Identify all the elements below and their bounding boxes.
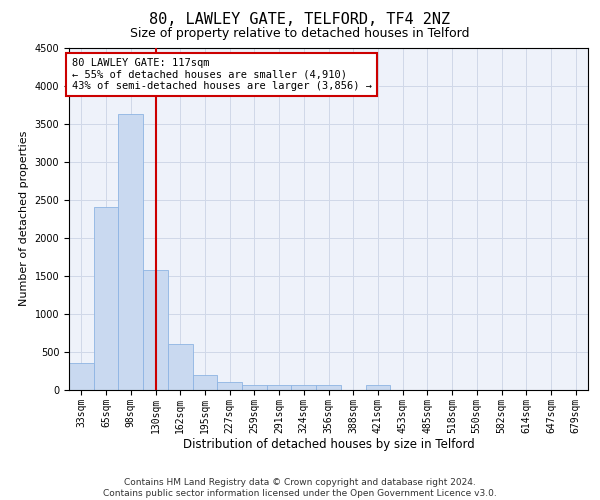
- Bar: [316, 386, 341, 390]
- Bar: [267, 386, 292, 390]
- Y-axis label: Number of detached properties: Number of detached properties: [19, 131, 29, 306]
- Text: 80 LAWLEY GATE: 117sqm
← 55% of detached houses are smaller (4,910)
43% of semi-: 80 LAWLEY GATE: 117sqm ← 55% of detached…: [71, 58, 371, 91]
- Bar: [118, 114, 143, 390]
- Bar: [69, 364, 94, 390]
- Bar: [292, 386, 316, 390]
- Text: Size of property relative to detached houses in Telford: Size of property relative to detached ho…: [130, 28, 470, 40]
- Bar: [143, 270, 168, 390]
- Bar: [217, 382, 242, 390]
- Bar: [168, 344, 193, 390]
- Bar: [94, 208, 118, 390]
- X-axis label: Distribution of detached houses by size in Telford: Distribution of detached houses by size …: [182, 438, 475, 452]
- Bar: [193, 375, 217, 390]
- Text: Contains HM Land Registry data © Crown copyright and database right 2024.
Contai: Contains HM Land Registry data © Crown c…: [103, 478, 497, 498]
- Bar: [365, 386, 390, 390]
- Text: 80, LAWLEY GATE, TELFORD, TF4 2NZ: 80, LAWLEY GATE, TELFORD, TF4 2NZ: [149, 12, 451, 28]
- Bar: [242, 384, 267, 390]
